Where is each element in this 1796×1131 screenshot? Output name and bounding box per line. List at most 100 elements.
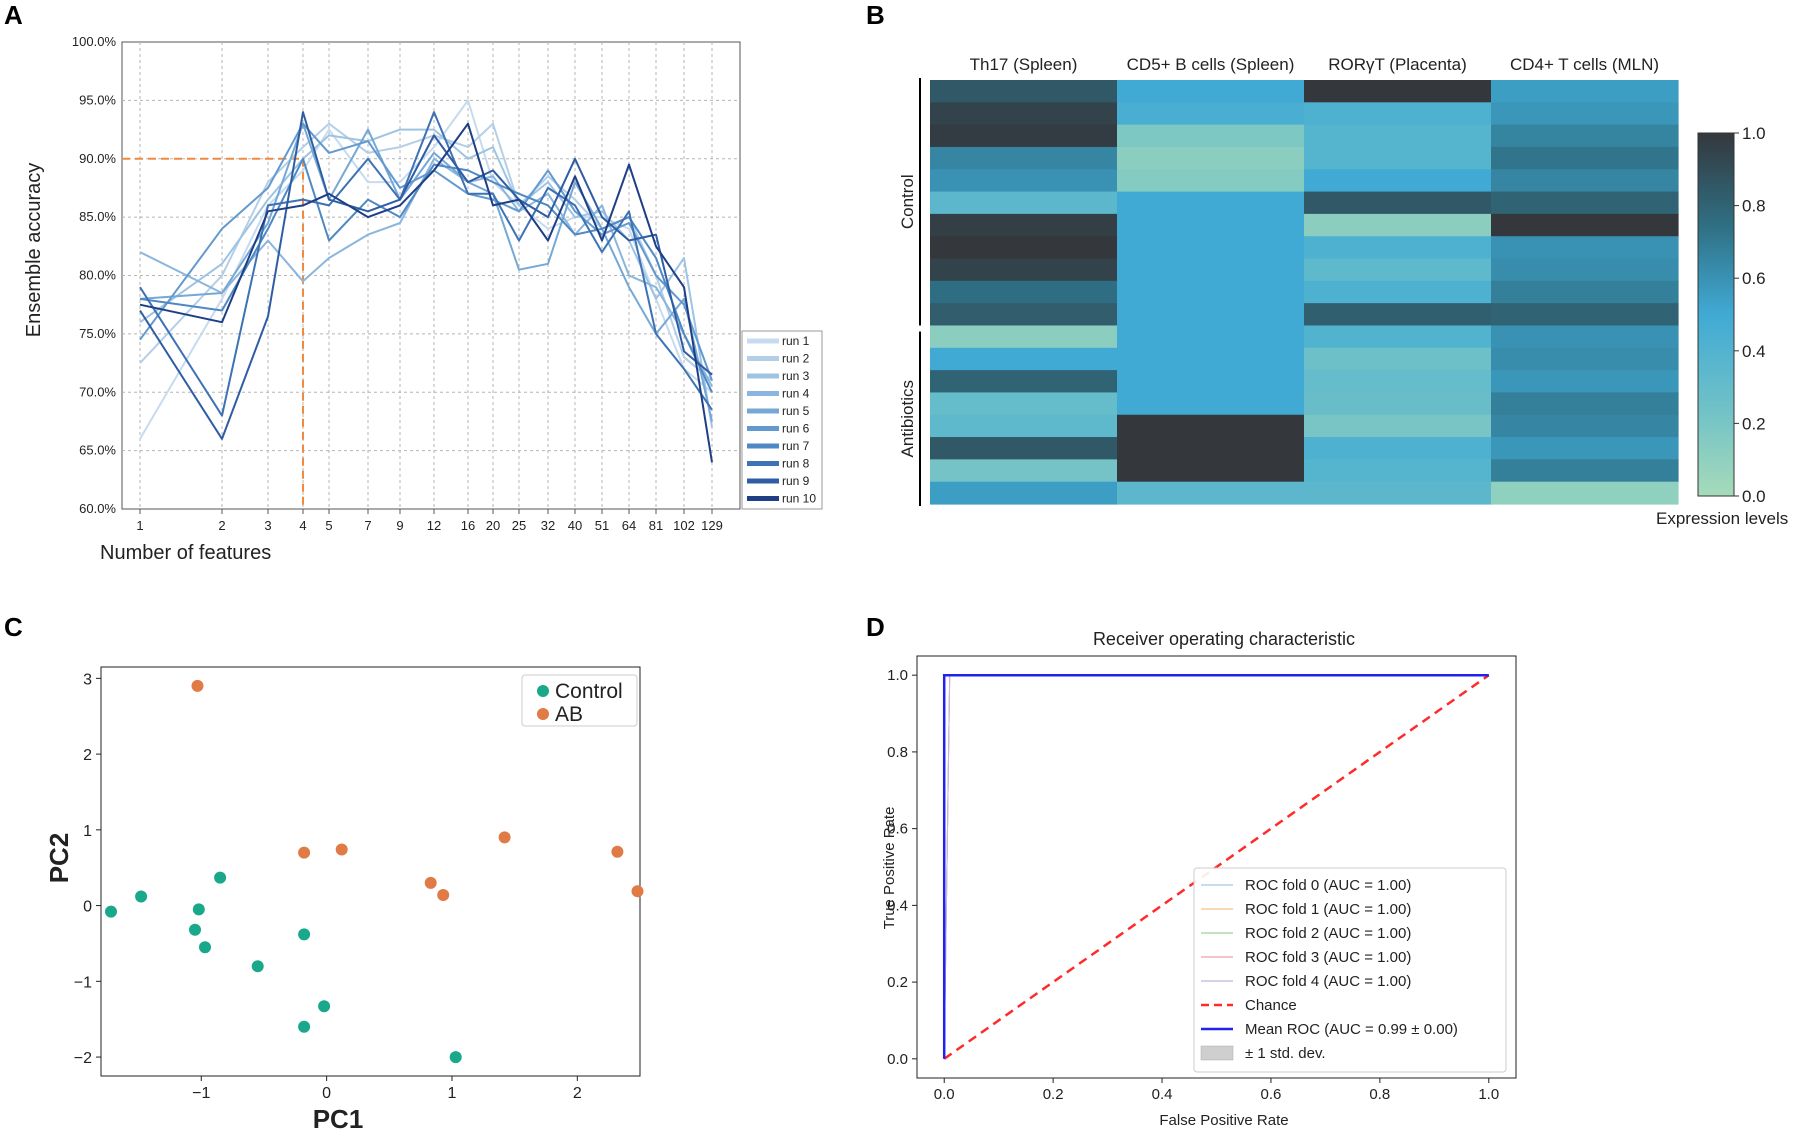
panel-letter-d: D — [866, 612, 885, 642]
panel-b-heatmap-cell — [930, 146, 1118, 170]
panel-b-heatmap-cell — [1491, 392, 1679, 416]
panel-d-xtick: 0.2 — [1043, 1086, 1064, 1103]
panel-b-heatmap-cell — [1117, 481, 1305, 505]
panel-b-heatmap-cell — [1304, 437, 1492, 460]
panel-c-point — [498, 831, 511, 844]
panel-b-heatmap-cell — [1117, 392, 1305, 416]
panel-a-legend-label: run 5 — [782, 404, 810, 418]
panel-b-heatmap-cell — [1117, 459, 1305, 483]
panel-b-heatmap-cell — [1304, 370, 1492, 394]
panel-b-heatmap-cell — [1304, 102, 1492, 126]
panel-c-point — [298, 928, 311, 941]
panel-b-heatmap-cell — [1491, 191, 1679, 215]
panel-a-xtick: 1 — [136, 518, 143, 533]
panel-d-legend-label: Chance — [1245, 997, 1297, 1014]
panel-b-heatmap-cell — [1491, 102, 1679, 126]
panel-letter-c: C — [4, 612, 23, 642]
panel-b-heatmap-cell — [930, 213, 1118, 237]
panel-b-heatmap-cell — [1117, 325, 1305, 349]
panel-b-heatmap-cell — [1304, 169, 1492, 193]
panel-c-point — [191, 679, 204, 692]
panel-c-point — [214, 871, 227, 884]
panel-b-heatmap-cell — [1117, 80, 1305, 103]
panel-b-colorbar-tick: 0.8 — [1742, 197, 1766, 216]
panel-b-heatmap-cell — [930, 392, 1118, 416]
panel-d-ytick: 0.0 — [887, 1051, 908, 1068]
panel-a-ylabel: Ensemble accuracy — [23, 163, 45, 338]
panel-a-xtick: 64 — [622, 518, 636, 533]
panel-c-point — [192, 903, 205, 916]
panel-b-heatmap-cell — [1117, 124, 1305, 148]
panel-a-legend-label: run 9 — [782, 474, 810, 488]
panel-b-colorbar-tick: 0.4 — [1742, 342, 1766, 361]
panel-c-ytick: 2 — [83, 747, 92, 764]
panel-d-ytick: 1.0 — [887, 667, 908, 684]
panel-a-series-line — [139, 111, 713, 440]
panel-b-heatmap-cell — [1304, 392, 1492, 416]
panel-b-heatmap-cell — [1491, 437, 1679, 460]
panel-d-ylabel: True Positive Rate — [881, 807, 898, 930]
panel-d-legend-label: Mean ROC (AUC = 0.99 ± 0.00) — [1245, 1021, 1458, 1038]
panel-b-heatmap-cell — [1491, 124, 1679, 148]
panel-a-xtick: 12 — [427, 518, 441, 533]
panel-a-legend-label: run 3 — [782, 369, 810, 383]
panel-d-ytick: 0.8 — [887, 744, 908, 761]
panel-b-heatmap-cell — [1491, 459, 1679, 483]
panel-b-heatmap-cell — [1304, 146, 1492, 170]
panel-a-ytick: 85.0% — [79, 209, 116, 224]
panel-d-xtick: 0.4 — [1152, 1086, 1173, 1103]
panel-c-xtick: −1 — [192, 1085, 210, 1102]
panel-b-colorbar-tick: 0.6 — [1742, 269, 1766, 288]
panel-b-heatmap-cell — [1304, 258, 1492, 282]
panel-b-heatmap-cell — [1304, 481, 1492, 505]
panel-c-legend-marker — [537, 708, 549, 720]
panel-a-xtick: 20 — [486, 518, 500, 533]
panel-b-column-label: Th17 (Spleen) — [970, 55, 1078, 74]
panel-d-series-line — [943, 674, 1490, 1060]
panel-c-point — [631, 885, 644, 898]
panel-b-heatmap-cell — [1117, 347, 1305, 371]
panel-a-ytick: 60.0% — [79, 501, 116, 516]
panel-b-heatmap-cell — [1117, 146, 1305, 170]
panel-b-heatmap-cell — [1304, 414, 1492, 438]
panel-letter-b: B — [866, 0, 885, 30]
panel-c-point — [251, 960, 264, 973]
panel-b-heatmap-cell — [1491, 280, 1679, 304]
panel-b-heatmap-cell — [930, 414, 1118, 438]
panel-b-heatmap-cell — [930, 124, 1118, 148]
panel-b-heatmap-cell — [1491, 236, 1679, 260]
panel-b-heatmap-cell — [1117, 258, 1305, 282]
panel-b-heatmap-cell — [1491, 347, 1679, 371]
panel-b-heatmap-cell — [930, 437, 1118, 460]
panel-b-column-label: CD5+ B cells (Spleen) — [1127, 55, 1295, 74]
panel-a-legend-label: run 10 — [782, 492, 816, 506]
panel-b-heatmap-cell — [1304, 191, 1492, 215]
panel-b-heatmap-cell — [1304, 325, 1492, 349]
panel-b-colorbar — [1697, 132, 1735, 497]
panel-a-ytick: 80.0% — [79, 268, 116, 283]
panel-b-heatmap-cell — [930, 347, 1118, 371]
panel-c-legend-label: Control — [555, 680, 623, 703]
panel-letter-a: A — [4, 0, 23, 30]
panel-c-point — [424, 876, 437, 889]
panel-b-heatmap-cell — [1117, 213, 1305, 237]
panel-b-heatmap-cell — [1117, 370, 1305, 394]
panel-b-heatmap-cell — [1117, 191, 1305, 215]
panel-a-line-chart: Number of features Ensemble accuracy 60.… — [23, 34, 823, 564]
panel-b-heatmap-cell — [930, 258, 1118, 282]
panel-b-colorbar-label: Expression levels — [1656, 509, 1788, 528]
panel-a-series-line — [139, 111, 713, 417]
panel-b-heatmap-cell — [930, 191, 1118, 215]
panel-a-xtick: 3 — [264, 518, 271, 533]
panel-b-heatmap-cell — [1491, 370, 1679, 394]
panel-c-ytick: −2 — [74, 1050, 92, 1067]
panel-d-legend-label: ROC fold 3 (AUC = 1.00) — [1245, 949, 1411, 966]
panel-c-point — [318, 1000, 331, 1013]
panel-d-title: Receiver operating characteristic — [1093, 629, 1355, 649]
panel-a-legend-label: run 8 — [782, 457, 810, 471]
panel-c-plot-area — [100, 666, 641, 1077]
panel-b-heatmap-cell — [1304, 303, 1492, 327]
panel-a-xtick: 5 — [325, 518, 332, 533]
